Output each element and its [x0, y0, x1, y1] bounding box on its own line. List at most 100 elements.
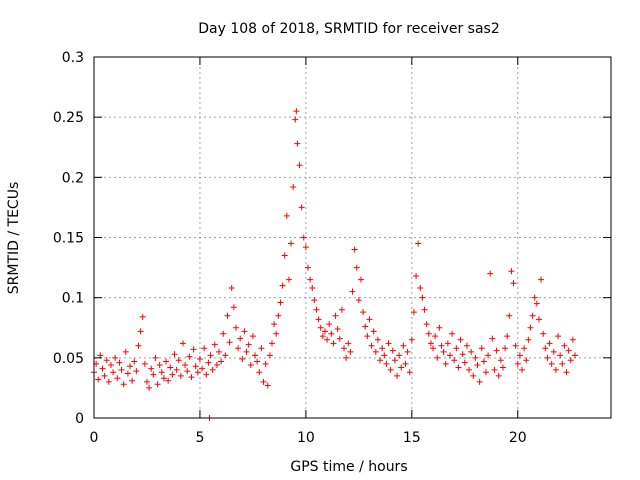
- data-point: [377, 357, 384, 364]
- data-point: [432, 333, 439, 340]
- data-point: [567, 357, 574, 364]
- data-point: [300, 234, 307, 241]
- x-axis-label: GPS time / hours: [290, 459, 407, 475]
- data-point: [296, 162, 303, 169]
- data-point: [330, 340, 337, 347]
- data-point: [360, 309, 367, 316]
- data-point: [343, 354, 350, 361]
- grid-lines: [94, 57, 611, 418]
- data-point: [199, 365, 206, 372]
- data-point: [256, 369, 263, 376]
- data-point: [374, 336, 381, 343]
- data-point: [502, 345, 509, 352]
- data-point: [294, 140, 301, 147]
- data-point: [211, 341, 218, 348]
- data-point: [332, 312, 339, 319]
- data-point: [252, 352, 259, 359]
- axis-ticks: [93, 56, 611, 419]
- data-point: [190, 346, 197, 353]
- data-point: [389, 347, 396, 354]
- data-point: [425, 330, 432, 337]
- data-point: [453, 345, 460, 352]
- data-point: [544, 354, 551, 361]
- y-tick-label: 0.15: [53, 231, 84, 247]
- x-tick-label: 5: [195, 430, 204, 446]
- data-point: [406, 369, 413, 376]
- data-point: [127, 363, 134, 370]
- data-point: [319, 333, 326, 340]
- data-point: [482, 369, 489, 376]
- data-point: [137, 328, 144, 335]
- data-point: [207, 352, 214, 359]
- data-point: [241, 328, 248, 335]
- data-point: [351, 246, 358, 253]
- data-point: [419, 294, 426, 301]
- data-point: [497, 357, 504, 364]
- data-point: [383, 360, 390, 367]
- data-point: [173, 366, 180, 373]
- data-point: [444, 340, 451, 347]
- data-point: [309, 285, 316, 292]
- data-point: [292, 116, 299, 123]
- data-point: [169, 371, 176, 378]
- data-point: [404, 348, 411, 355]
- x-tick-label: 0: [90, 430, 99, 446]
- data-point: [139, 313, 146, 320]
- data-point: [118, 366, 125, 373]
- data-point: [542, 345, 549, 352]
- data-point: [203, 371, 210, 378]
- data-point: [260, 378, 267, 385]
- data-point: [565, 347, 572, 354]
- data-point: [436, 324, 443, 331]
- data-point: [559, 360, 566, 367]
- data-point: [279, 282, 286, 289]
- data-point: [324, 336, 331, 343]
- data-point: [290, 183, 297, 190]
- data-point: [499, 364, 506, 371]
- data-point: [474, 362, 481, 369]
- tick-labels: 0 0.05 0.1 0.15 0.2 0.25 0.3 0 5 10 15 20: [53, 50, 527, 446]
- x-tick-label: 15: [403, 430, 421, 446]
- data-point: [120, 381, 127, 388]
- data-point: [293, 108, 300, 115]
- data-point: [512, 342, 519, 349]
- data-point: [277, 299, 284, 306]
- data-point: [281, 252, 288, 259]
- data-point: [216, 348, 223, 355]
- data-point: [321, 328, 328, 335]
- data-point: [167, 364, 174, 371]
- data-point: [328, 330, 335, 337]
- data-point: [349, 288, 356, 295]
- data-point: [527, 324, 534, 331]
- data-point: [519, 366, 526, 373]
- data-point: [254, 358, 261, 365]
- data-point: [540, 330, 547, 337]
- data-point: [315, 316, 322, 323]
- data-point: [485, 352, 492, 359]
- data-point: [357, 276, 364, 283]
- data-point: [345, 340, 352, 347]
- data-point: [258, 345, 265, 352]
- data-point: [546, 340, 553, 347]
- data-point: [421, 306, 428, 313]
- data-point: [415, 240, 422, 247]
- data-point: [224, 312, 231, 319]
- data-point: [103, 357, 110, 364]
- data-point: [213, 362, 220, 369]
- data-point: [381, 352, 388, 359]
- data-point: [283, 212, 290, 219]
- data-point: [311, 297, 318, 304]
- x-tick-label: 20: [509, 430, 527, 446]
- chart-title: Day 108 of 2018, SRMTID for receiver sas…: [198, 21, 500, 37]
- x-tick-label: 10: [297, 430, 315, 446]
- data-point: [493, 347, 500, 354]
- data-point: [334, 325, 341, 332]
- data-point: [531, 294, 538, 301]
- y-axis-label: SRMTID / TECUs: [6, 182, 22, 295]
- data-point: [105, 378, 112, 385]
- data-point: [275, 312, 282, 319]
- data-point: [472, 354, 479, 361]
- data-point: [491, 366, 498, 373]
